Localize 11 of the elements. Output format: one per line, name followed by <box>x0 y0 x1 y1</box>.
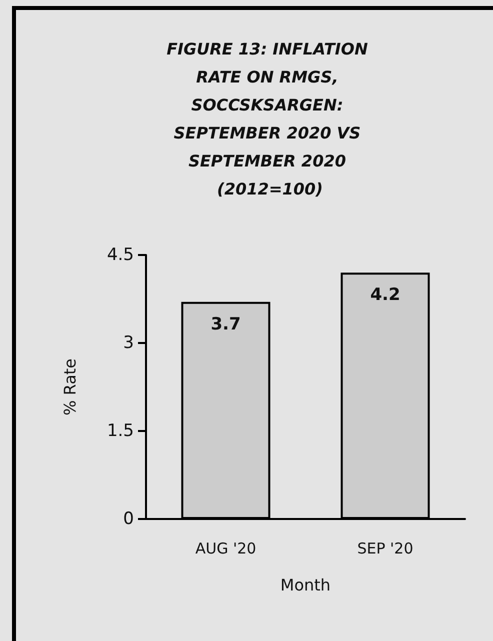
data-label: 3.7 <box>210 314 241 334</box>
y-tick-label: 3 <box>123 333 134 353</box>
data-label: 4.2 <box>370 285 400 306</box>
y-tick-label: 4.5 <box>106 245 134 265</box>
x-axis-title: Month <box>280 576 331 594</box>
x-tick-label: AUG '20 <box>195 540 256 558</box>
y-tick-label: 0 <box>123 509 134 529</box>
x-tick-label: SEP '20 <box>357 540 414 558</box>
chart-title: FIGURE 13: INFLATION RATE ON RMGS, SOCCSKSARGEN: SEPTEMBER 2020 VS SEPTEMBER 2020 (2012=100) <box>166 40 374 198</box>
y-tick-label: 1.5 <box>106 421 134 441</box>
y-axis-title: % Rate <box>60 358 80 416</box>
